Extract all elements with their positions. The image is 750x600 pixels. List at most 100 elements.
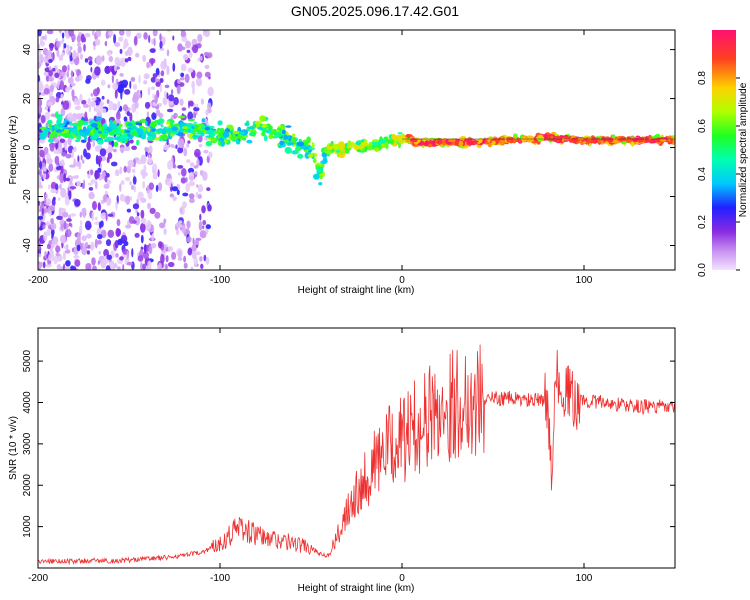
heatmap-noise-cell [199, 256, 203, 262]
heatmap-noise-cell [129, 181, 132, 186]
heatmap-noise-cell [83, 43, 86, 52]
heatmap-ridge-cell [108, 122, 113, 130]
heatmap-ridge-cell [478, 137, 483, 143]
heatmap-ridge-cell [232, 130, 240, 135]
heatmap-noise-cell [119, 73, 124, 77]
heatmap-ridge-cell [247, 126, 256, 130]
heatmap-ridge-cell [632, 139, 637, 143]
heatmap-noise-cell [111, 140, 115, 148]
heatmap-ridge-cell [466, 139, 474, 146]
heatmap-noise-cell [197, 184, 204, 193]
heatmap-noise-cell [64, 196, 70, 206]
heatmap-noise-cell [77, 98, 80, 106]
heatmap-noise-cell [41, 207, 44, 217]
heatmap-noise-cell [193, 106, 200, 112]
heatmap-noise-cell [63, 263, 66, 270]
heatmap-ridge-cell [109, 131, 114, 135]
heatmap-noise-cell [151, 242, 157, 249]
heatmap-noise-cell [39, 261, 44, 268]
heatmap-noise-cell [64, 245, 67, 250]
heatmap-noise-cell [100, 220, 104, 228]
heatmap-ridge-cell [261, 130, 266, 137]
heatmap-noise-cell [38, 82, 44, 92]
heatmap-y-tick-label: -40 [22, 238, 33, 253]
heatmap-noise-cell [94, 238, 98, 249]
heatmap-noise-cell [181, 168, 187, 177]
heatmap-noise-cell [91, 97, 97, 101]
heatmap-ridge-cell [84, 136, 87, 141]
snr-y-tick-label: 5000 [22, 350, 33, 373]
heatmap-noise-cell [146, 219, 152, 230]
heatmap-noise-cell [63, 173, 67, 183]
heatmap-noise-cell [172, 62, 176, 72]
heatmap-noise-cell [88, 191, 95, 200]
heatmap-noise-cell [205, 224, 211, 230]
heatmap-noise-cell [138, 74, 141, 84]
heatmap-noise-cell [60, 93, 64, 100]
heatmap-noise-cell [86, 141, 91, 151]
heatmap-noise-cell [124, 50, 129, 57]
heatmap-ridge-cell [283, 134, 288, 140]
heatmap-ridge-cell [182, 126, 189, 130]
heatmap-ridge-cell [113, 136, 121, 141]
heatmap-ridge-cell [270, 129, 277, 135]
heatmap-noise-cell [48, 253, 55, 261]
heatmap-noise-cell [151, 163, 158, 173]
heatmap-ridge-cell [285, 125, 292, 128]
heatmap-noise-cell [152, 73, 158, 78]
heatmap-frame [37, 29, 676, 271]
heatmap-noise-cell [155, 78, 160, 82]
heatmap-noise-cell [69, 46, 73, 51]
heatmap-ridge-cell [47, 138, 54, 143]
heatmap-noise-cell [69, 213, 77, 217]
heatmap-noise-cell [63, 43, 67, 49]
heatmap-noise-cell [153, 37, 156, 47]
heatmap-noise-cell [80, 33, 85, 43]
heatmap-noise-cell [106, 197, 112, 206]
heatmap-noise-cell [71, 51, 77, 60]
heatmap-noise-cell [204, 64, 210, 69]
heatmap-noise-cell [113, 148, 117, 153]
heatmap-noise-cell [194, 171, 198, 176]
heatmap-ridge-cell [97, 122, 101, 129]
heatmap-noise-cell [59, 207, 66, 213]
heatmap-noise-cell [93, 88, 99, 97]
heatmap-noise-cell [92, 200, 97, 211]
heatmap-noise-cell [110, 161, 118, 167]
heatmap-ridge-cell [481, 138, 486, 144]
heatmap-noise-cell [67, 44, 70, 49]
heatmap-noise-cell [92, 265, 97, 270]
heatmap-noise-cell [123, 145, 131, 152]
heatmap-noise-cell [56, 215, 63, 220]
heatmap-noise-cell [54, 72, 60, 79]
heatmap-noise-cell [38, 218, 41, 228]
heatmap-noise-cell [193, 112, 197, 119]
heatmap-noise-cell [146, 61, 150, 69]
heatmap-ridge-cell [436, 138, 443, 145]
heatmap-noise-cell [155, 81, 161, 87]
heatmap-noise-cell [130, 184, 135, 190]
heatmap-ridge-cell [428, 143, 433, 147]
heatmap-noise-cell [126, 250, 130, 260]
heatmap-noise-cell [154, 211, 161, 219]
heatmap-ridge-cell [72, 128, 79, 135]
heatmap-noise-cell [142, 171, 146, 180]
heatmap-ridge-cell [248, 132, 256, 137]
heatmap-noise-cell [152, 30, 158, 37]
heatmap-noise-cell [81, 207, 87, 215]
heatmap-noise-cell [167, 261, 175, 268]
heatmap-ridge-cell [397, 132, 403, 135]
heatmap-noise-cell [77, 42, 81, 47]
heatmap-noise-cell [105, 265, 111, 270]
snr-x-tick-label: -200 [28, 573, 48, 584]
heatmap-noise-cell [201, 205, 206, 214]
heatmap-noise-cell [171, 89, 174, 95]
heatmap-noise-cell [202, 219, 207, 226]
heatmap-ridge-cell [281, 129, 286, 135]
heatmap-noise-cell [117, 84, 124, 94]
heatmap-ridge-cell [660, 138, 667, 142]
heatmap-noise-cell [177, 172, 181, 176]
heatmap-noise-cell [60, 223, 64, 230]
heatmap-ridge-cell [206, 129, 215, 135]
heatmap-noise-cell [52, 67, 56, 72]
